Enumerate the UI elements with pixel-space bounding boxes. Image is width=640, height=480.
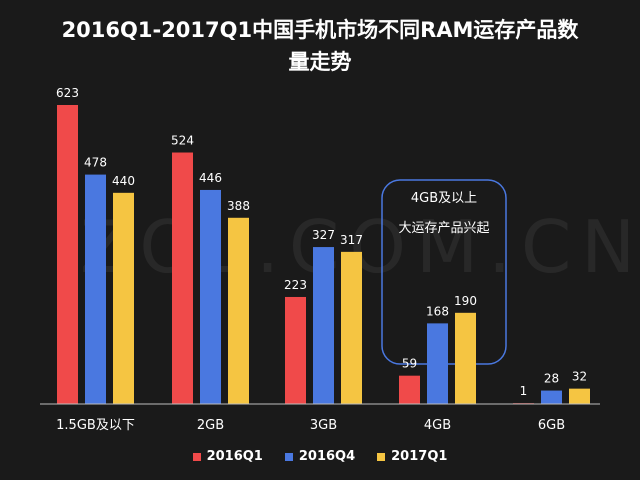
bar-4GB-2016Q1 bbox=[399, 375, 420, 404]
annotation-text-line-1: 4GB及以上 bbox=[411, 191, 477, 206]
legend: 2016Q1 2016Q4 2017Q1 bbox=[0, 449, 640, 464]
legend-label-2017q1: 2017Q1 bbox=[391, 449, 448, 464]
chart-title-line-1: 2016Q1-2017Q1中国手机市场不同RAM运存产品数 bbox=[61, 18, 579, 42]
bar-1.5GB及以下-2017Q1 bbox=[113, 192, 134, 404]
data-label-1.5GB及以下-2016Q4: 478 bbox=[84, 156, 107, 170]
legend-swatch-2017q1 bbox=[377, 452, 386, 461]
bar-4GB-2017Q1 bbox=[455, 312, 476, 404]
legend-item-2016q1: 2016Q1 bbox=[192, 449, 263, 464]
data-label-3GB-2016Q1: 223 bbox=[284, 278, 307, 292]
x-tick-label-1.5GB及以下: 1.5GB及以下 bbox=[56, 418, 135, 433]
bar-6GB-2016Q4 bbox=[541, 390, 562, 404]
data-label-4GB-2016Q4: 168 bbox=[426, 304, 449, 318]
data-label-2GB-2016Q4: 446 bbox=[199, 171, 222, 185]
annotation-text-line-2: 大运存产品兴起 bbox=[398, 221, 489, 236]
data-label-4GB-2017Q1: 190 bbox=[454, 294, 477, 308]
data-label-6GB-2016Q4: 28 bbox=[544, 372, 559, 386]
bar-3GB-2016Q1 bbox=[285, 296, 306, 404]
chart-title-line-2: 量走势 bbox=[288, 50, 352, 74]
data-label-6GB-2017Q1: 32 bbox=[572, 370, 587, 384]
legend-item-2016q4: 2016Q4 bbox=[284, 449, 356, 464]
bar-2GB-2016Q1 bbox=[172, 152, 193, 404]
bar-4GB-2016Q4 bbox=[427, 323, 448, 404]
bar-2GB-2017Q1 bbox=[228, 217, 249, 404]
x-tick-label-3GB: 3GB bbox=[310, 418, 337, 433]
data-label-1.5GB及以下-2016Q1: 623 bbox=[56, 86, 79, 100]
data-label-3GB-2017Q1: 317 bbox=[340, 233, 363, 247]
legend-item-2017q1: 2017Q1 bbox=[377, 449, 447, 464]
data-label-4GB-2016Q1: 59 bbox=[402, 357, 417, 371]
data-label-2GB-2016Q1: 524 bbox=[171, 134, 194, 148]
bar-6GB-2017Q1 bbox=[569, 388, 590, 404]
bar-1.5GB及以下-2016Q1 bbox=[57, 105, 78, 404]
data-label-3GB-2016Q4: 327 bbox=[312, 228, 335, 242]
legend-label-2016q4: 2016Q4 bbox=[298, 449, 356, 464]
chart-title: 2016Q1-2017Q1中国手机市场不同RAM运存产品数 量走势 bbox=[0, 14, 640, 78]
bar-1.5GB及以下-2016Q4 bbox=[85, 174, 106, 404]
x-tick-label-2GB: 2GB bbox=[197, 418, 224, 433]
bar-3GB-2016Q4 bbox=[313, 247, 334, 404]
legend-label-2016q1: 2016Q1 bbox=[206, 449, 263, 464]
legend-swatch-2016q1 bbox=[192, 452, 201, 461]
data-label-2GB-2017Q1: 388 bbox=[227, 199, 250, 213]
data-label-6GB-2016Q1: 1 bbox=[520, 384, 528, 398]
x-tick-label-4GB: 4GB bbox=[424, 418, 451, 433]
x-tick-label-6GB: 6GB bbox=[538, 418, 565, 433]
data-label-1.5GB及以下-2017Q1: 440 bbox=[112, 174, 135, 188]
legend-swatch-2016q4 bbox=[284, 452, 293, 461]
bar-3GB-2017Q1 bbox=[341, 251, 362, 404]
bar-2GB-2016Q4 bbox=[200, 189, 221, 404]
